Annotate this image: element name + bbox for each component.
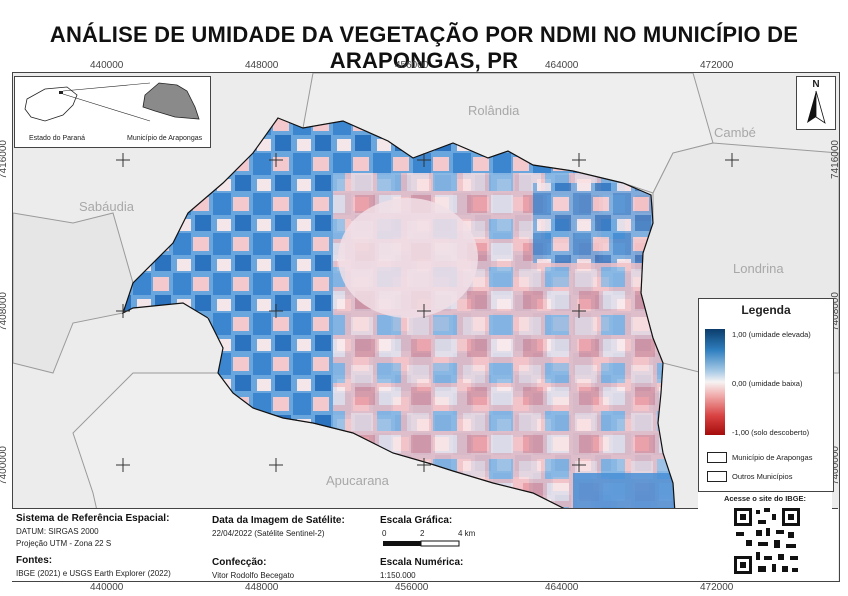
legend-low: -1,00 (solo descoberto)	[732, 428, 810, 437]
scale-title: Escala Gráfica:	[380, 515, 453, 526]
image-date: 22/04/2022 (Satélite Sentinel-2)	[212, 529, 325, 538]
inset-location-map: Estado do Paraná Município de Arapongas	[14, 76, 211, 148]
legend-high: 1,00 (umidade elevada)	[732, 330, 811, 339]
inset-state-label: Estado do Paraná	[29, 135, 86, 142]
legend-municipio: Município de Arapongas	[732, 453, 813, 462]
city-sabaudia: Sabáudia	[79, 199, 134, 214]
scale-tick-4: 4 km	[458, 529, 476, 538]
city-cambe: Cambé	[714, 125, 756, 140]
qr-box: Acesse o site do IBGE:	[698, 492, 832, 578]
scale-bar	[383, 540, 460, 547]
inset-municipality-label: Município de Arapongas	[127, 135, 203, 142]
north-arrow-icon	[807, 90, 826, 124]
legend-mid: 0,00 (umidade baixa)	[732, 379, 803, 388]
coord-right-1: 7416000	[829, 140, 841, 179]
datum: DATUM: SIRGAS 2000	[16, 527, 99, 536]
author-title: Confecção:	[212, 557, 267, 568]
legend-title: Legenda	[741, 303, 791, 317]
sources-title: Fontes:	[16, 555, 53, 566]
city-rolandia: Rolândia	[468, 103, 520, 118]
coord-left-3: 7400000	[0, 446, 9, 485]
coord-bottom-3: 456000	[395, 582, 429, 593]
coord-top-3: 456000	[395, 60, 429, 71]
date-title: Data da Imagem de Satélite:	[212, 515, 345, 526]
grid-crosses	[116, 153, 739, 472]
coord-bottom-1: 440000	[90, 582, 124, 593]
coord-top-4: 464000	[545, 60, 579, 71]
city-londrina: Londrina	[733, 261, 784, 276]
map-title: ANÁLISE DE UMIDADE DA VEGETAÇÃO POR NDMI…	[49, 22, 799, 73]
coord-top-5: 472000	[700, 60, 734, 71]
coord-bottom-2: 448000	[245, 582, 279, 593]
coord-left-1: 7416000	[0, 140, 9, 179]
arapongas-outline	[142, 82, 200, 120]
parana-outline	[24, 86, 78, 122]
num-scale-title: Escala Numérica:	[380, 557, 464, 568]
coord-top-2: 448000	[245, 60, 279, 71]
legend: Legenda 1,00 (umidade elevada) 0,00 (umi…	[698, 298, 834, 492]
coord-bottom-4: 464000	[545, 582, 579, 593]
ndmi-color-ramp	[705, 329, 725, 435]
sources: IBGE (2021) e USGS Earth Explorer (2022)	[16, 569, 171, 578]
qr-code-icon[interactable]	[732, 506, 802, 576]
north-letter: N	[812, 79, 820, 90]
coord-bottom-5: 472000	[700, 582, 734, 593]
swatch-outros	[707, 471, 727, 482]
coord-top-1: 440000	[90, 60, 124, 71]
author: Vitor Rodolfo Becegato	[212, 571, 295, 580]
swatch-municipio	[707, 452, 727, 463]
scale-tick-0: 0	[382, 529, 387, 538]
qr-title: Acesse o site do IBGE:	[723, 494, 807, 503]
city-apucarana: Apucarana	[326, 473, 389, 488]
projection: Projeção UTM - Zona 22 S	[16, 539, 112, 548]
num-scale: 1:150.000	[380, 571, 416, 580]
north-arrow: N	[796, 76, 836, 130]
coord-left-2: 7408000	[0, 292, 9, 331]
srs-title: Sistema de Referência Espacial:	[16, 513, 170, 524]
scale-tick-2: 2	[420, 529, 425, 538]
legend-outros: Outros Municípios	[732, 472, 793, 481]
